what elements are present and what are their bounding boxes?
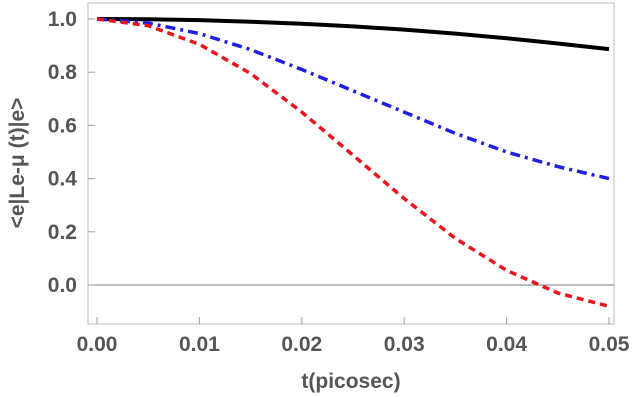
y-axis-ticks: 0.0 0.2 0.4 0.6 0.8 1.0 bbox=[48, 8, 95, 297]
y-tick-label: 1.0 bbox=[48, 8, 77, 31]
y-tick-label: 0.4 bbox=[48, 168, 78, 191]
x-axis-title: t(picosec) bbox=[301, 370, 400, 393]
y-tick-label: 0.0 bbox=[48, 274, 77, 297]
x-tick-label: 0.05 bbox=[589, 333, 630, 356]
x-axis-ticks: 0.00 0.01 0.02 0.03 0.04 0.05 bbox=[77, 317, 630, 356]
y-tick-label: 0.6 bbox=[48, 114, 77, 137]
plot-frame bbox=[87, 2, 615, 325]
y-tick-label: 0.8 bbox=[48, 61, 78, 84]
series-line-1 bbox=[96, 17, 610, 52]
y-axis-title: <e|Le-μ (t)|e> bbox=[6, 98, 29, 229]
series-line-3 bbox=[96, 17, 610, 308]
series-line-2 bbox=[96, 17, 610, 181]
x-tick-label: 0.01 bbox=[179, 333, 220, 356]
series-layer bbox=[96, 17, 610, 308]
x-tick-label: 0.03 bbox=[384, 333, 425, 356]
x-tick-label: 0.04 bbox=[486, 333, 527, 356]
y-tick-label: 0.2 bbox=[48, 221, 77, 244]
x-tick-label: 0.02 bbox=[281, 333, 322, 356]
x-tick-label: 0.00 bbox=[77, 333, 118, 356]
